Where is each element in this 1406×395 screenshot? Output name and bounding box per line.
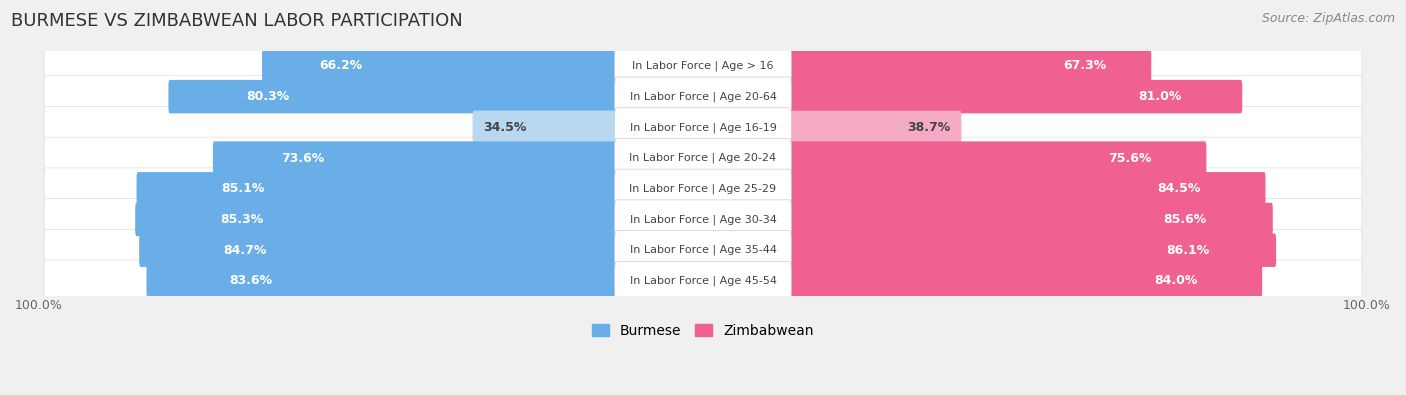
Text: 67.3%: 67.3% bbox=[1063, 59, 1107, 72]
FancyBboxPatch shape bbox=[787, 264, 1263, 298]
Text: 80.3%: 80.3% bbox=[246, 90, 290, 103]
FancyBboxPatch shape bbox=[262, 49, 619, 83]
FancyBboxPatch shape bbox=[787, 141, 1206, 175]
FancyBboxPatch shape bbox=[135, 203, 619, 236]
Text: 73.6%: 73.6% bbox=[281, 152, 325, 165]
FancyBboxPatch shape bbox=[44, 260, 1362, 302]
FancyBboxPatch shape bbox=[44, 168, 1362, 210]
FancyBboxPatch shape bbox=[614, 231, 792, 270]
FancyBboxPatch shape bbox=[44, 137, 1362, 179]
Legend: Burmese, Zimbabwean: Burmese, Zimbabwean bbox=[586, 318, 820, 344]
Text: 86.1%: 86.1% bbox=[1166, 244, 1209, 257]
Text: 75.6%: 75.6% bbox=[1108, 152, 1152, 165]
FancyBboxPatch shape bbox=[614, 169, 792, 209]
FancyBboxPatch shape bbox=[212, 141, 619, 175]
Text: In Labor Force | Age 25-29: In Labor Force | Age 25-29 bbox=[630, 184, 776, 194]
FancyBboxPatch shape bbox=[44, 107, 1362, 148]
Text: In Labor Force | Age 30-34: In Labor Force | Age 30-34 bbox=[630, 214, 776, 225]
Text: In Labor Force | Age 35-44: In Labor Force | Age 35-44 bbox=[630, 245, 776, 256]
Text: In Labor Force | Age 16-19: In Labor Force | Age 16-19 bbox=[630, 122, 776, 133]
FancyBboxPatch shape bbox=[139, 233, 619, 267]
Text: 84.0%: 84.0% bbox=[1154, 275, 1198, 288]
FancyBboxPatch shape bbox=[614, 108, 792, 147]
FancyBboxPatch shape bbox=[44, 76, 1362, 118]
FancyBboxPatch shape bbox=[472, 111, 619, 144]
Text: Source: ZipAtlas.com: Source: ZipAtlas.com bbox=[1261, 12, 1395, 25]
FancyBboxPatch shape bbox=[787, 203, 1272, 236]
FancyBboxPatch shape bbox=[787, 233, 1277, 267]
FancyBboxPatch shape bbox=[44, 229, 1362, 271]
Text: 84.5%: 84.5% bbox=[1157, 182, 1201, 195]
Text: 34.5%: 34.5% bbox=[484, 121, 527, 134]
Text: 66.2%: 66.2% bbox=[319, 59, 363, 72]
FancyBboxPatch shape bbox=[614, 46, 792, 86]
FancyBboxPatch shape bbox=[614, 261, 792, 301]
FancyBboxPatch shape bbox=[136, 172, 619, 205]
FancyBboxPatch shape bbox=[787, 172, 1265, 205]
Text: 85.3%: 85.3% bbox=[221, 213, 264, 226]
Text: 85.1%: 85.1% bbox=[222, 182, 264, 195]
FancyBboxPatch shape bbox=[44, 199, 1362, 241]
Text: 85.6%: 85.6% bbox=[1163, 213, 1206, 226]
FancyBboxPatch shape bbox=[787, 111, 962, 144]
FancyBboxPatch shape bbox=[614, 200, 792, 239]
Text: In Labor Force | Age > 16: In Labor Force | Age > 16 bbox=[633, 61, 773, 71]
FancyBboxPatch shape bbox=[44, 45, 1362, 87]
Text: In Labor Force | Age 45-54: In Labor Force | Age 45-54 bbox=[630, 276, 776, 286]
FancyBboxPatch shape bbox=[614, 77, 792, 116]
Text: 83.6%: 83.6% bbox=[229, 275, 273, 288]
FancyBboxPatch shape bbox=[169, 80, 619, 113]
Text: In Labor Force | Age 20-24: In Labor Force | Age 20-24 bbox=[630, 153, 776, 163]
FancyBboxPatch shape bbox=[787, 80, 1243, 113]
Text: 38.7%: 38.7% bbox=[908, 121, 950, 134]
Text: BURMESE VS ZIMBABWEAN LABOR PARTICIPATION: BURMESE VS ZIMBABWEAN LABOR PARTICIPATIO… bbox=[11, 12, 463, 30]
FancyBboxPatch shape bbox=[787, 49, 1152, 83]
Text: 84.7%: 84.7% bbox=[224, 244, 267, 257]
FancyBboxPatch shape bbox=[146, 264, 619, 298]
Text: 81.0%: 81.0% bbox=[1137, 90, 1181, 103]
FancyBboxPatch shape bbox=[614, 138, 792, 178]
Text: In Labor Force | Age 20-64: In Labor Force | Age 20-64 bbox=[630, 91, 776, 102]
